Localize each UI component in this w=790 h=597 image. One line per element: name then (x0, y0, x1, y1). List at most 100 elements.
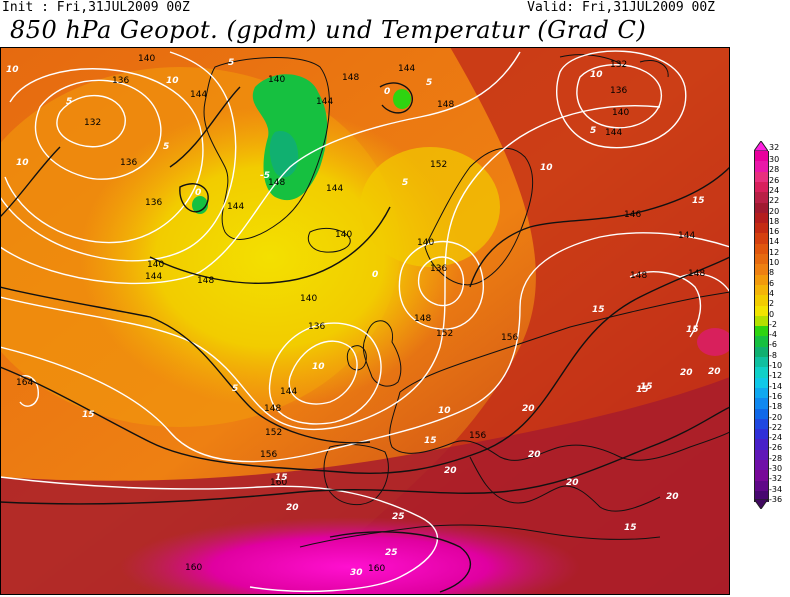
isotherm-0-greenland (179, 183, 209, 213)
gp-label: 144 (280, 387, 297, 397)
gp-label: 132 (84, 118, 101, 128)
isotherm-15 (0, 256, 730, 474)
gp-label: 144 (605, 128, 622, 138)
temp-label: 0 (384, 87, 390, 97)
gp-label: 148 (688, 269, 705, 279)
weather-map[interactable]: 140 136 132 144 140 148 144 148 132 136 … (0, 47, 730, 595)
gp-label: 152 (265, 428, 282, 438)
gp-label: 148 (268, 178, 285, 188)
legend-label: 14 (769, 237, 780, 247)
temp-label: 15 (640, 382, 653, 392)
contour-low-northeast-outer (556, 50, 687, 149)
gp-label: 132 (610, 60, 627, 70)
gp-label: 140 (268, 75, 285, 85)
temp-field-small-green-1 (192, 196, 208, 214)
gp-label: 156 (469, 431, 486, 441)
legend-swatch (754, 151, 769, 162)
iceland-coast (307, 228, 351, 253)
temp-label: 20 (286, 503, 299, 513)
temp-label: 20 (522, 404, 535, 414)
legend-label: -4 (769, 330, 777, 340)
gp-label: 136 (610, 86, 627, 96)
isotherm-0-north (379, 82, 413, 114)
legend-swatch (754, 408, 769, 420)
legend-swatch (754, 171, 769, 183)
contour-148 (0, 51, 521, 285)
legend-swatch (754, 470, 769, 482)
gp-label: 136 (145, 198, 162, 208)
legend-label: 30 (769, 155, 780, 164)
legend-label: -20 (769, 412, 783, 422)
temp-label: 15 (636, 385, 649, 395)
gp-label: 140 (300, 294, 317, 304)
temp-label: 0 (195, 188, 201, 198)
legend-label: -18 (769, 402, 783, 412)
legend-label: 0 (769, 309, 775, 319)
contour-low-scandinavia (418, 256, 465, 307)
gp-label: 144 (145, 272, 162, 282)
legend-swatch (754, 480, 769, 492)
map-frame (0, 47, 730, 595)
temp-label: 25 (385, 548, 398, 558)
ireland-coast (346, 345, 367, 371)
gp-label: 152 (436, 329, 453, 339)
legend-top-arrow (754, 141, 768, 151)
legend-label: 2 (769, 299, 775, 309)
legend-swatch (754, 357, 769, 368)
temp-label: 15 (275, 473, 288, 483)
coastlines (203, 54, 730, 548)
legend-swatch (754, 449, 769, 461)
init-time: Init : Fri,31JUL2009 00Z (2, 0, 190, 15)
temp-label: 20 (528, 450, 541, 460)
temp-label: 10 (590, 70, 603, 80)
legend-swatch (754, 295, 769, 307)
gp-label: 144 (190, 90, 207, 100)
legend-label: -30 (769, 464, 783, 473)
legend-swatch (754, 192, 769, 204)
temp-field-warm-blob-east (697, 328, 730, 356)
british-isles-coast (362, 320, 402, 387)
legend-label: -24 (769, 433, 783, 443)
gp-label: 148 (264, 404, 281, 414)
gp-label: 136 (120, 158, 137, 168)
legend-label: 18 (769, 216, 780, 226)
legend-label: -12 (769, 371, 783, 381)
gp-label: 160 (185, 563, 202, 573)
gp-label: 136 (430, 264, 447, 274)
temp-label: 15 (82, 410, 95, 420)
legend-label: 26 (769, 175, 780, 185)
legend-label: -16 (769, 391, 783, 401)
contour-low-atlantic (288, 340, 358, 405)
temp-label: 10 (312, 362, 325, 372)
contour-164-west (19, 375, 39, 407)
legend-swatch (754, 398, 769, 410)
temp-label: 15 (686, 325, 699, 335)
gp-label: 140 (138, 54, 155, 64)
contour-144 (0, 51, 237, 262)
legend-label: -34 (769, 484, 783, 494)
gp-label: 144 (678, 231, 695, 241)
legend-swatch (754, 315, 769, 327)
contour-low-scandinavia-outer (398, 240, 485, 330)
contour-140 (4, 68, 204, 244)
legend-label: 22 (769, 196, 780, 206)
legend-label: 8 (769, 268, 775, 278)
temp-label: 5 (66, 97, 72, 107)
gp-label: 144 (326, 184, 343, 194)
legend-swatch (754, 418, 769, 430)
legend-swatch (754, 490, 769, 502)
valid-time: Valid: Fri,31JUL2009 00Z (527, 0, 715, 15)
legend-swatch (754, 387, 769, 399)
legend-swatch (754, 202, 769, 214)
arctic-islands (559, 54, 669, 78)
legend-swatch (754, 161, 769, 173)
legend-label: -22 (769, 422, 783, 432)
legend-label: -28 (769, 453, 783, 463)
temp-label: 20 (444, 466, 457, 476)
isotherm-25 (329, 531, 472, 593)
contour-132 (56, 95, 126, 148)
gp-label: 144 (227, 202, 244, 212)
legend-label: 4 (769, 288, 775, 298)
temp-label: 15 (692, 196, 705, 206)
legend-top-label: 32 (769, 143, 780, 152)
